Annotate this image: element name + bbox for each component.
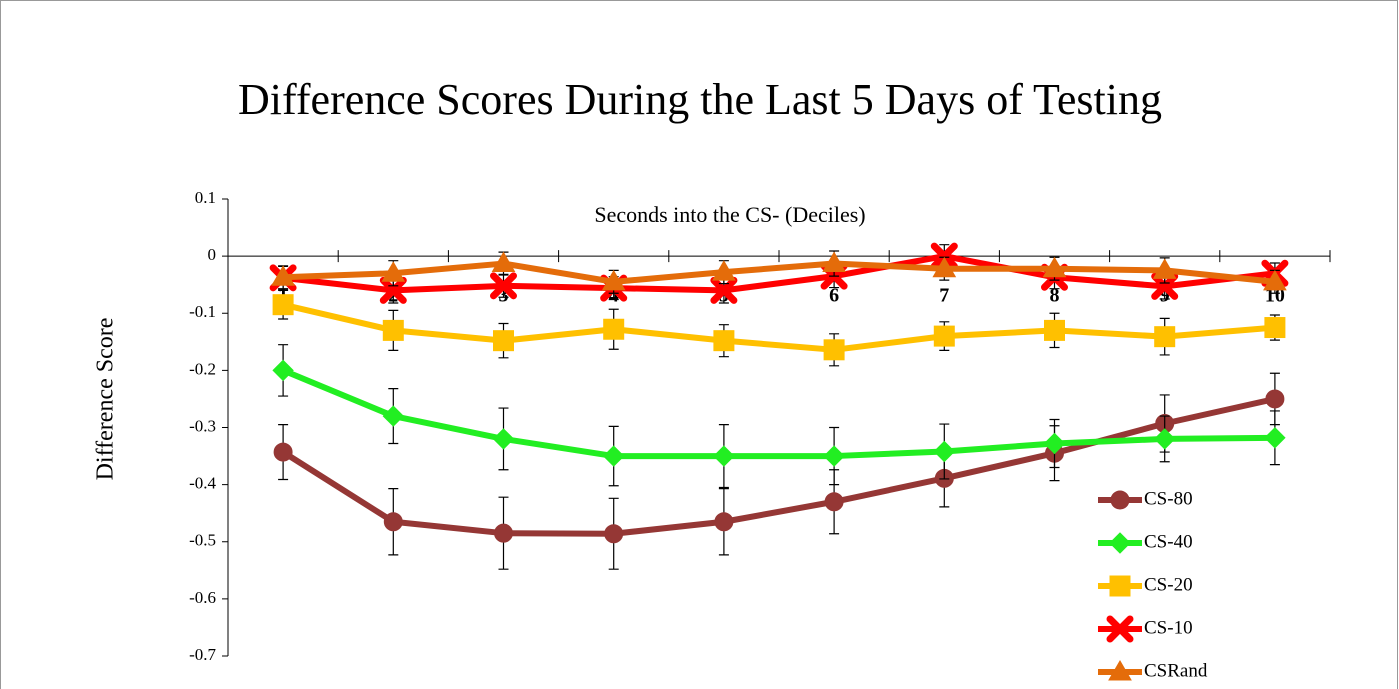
- legend-label: CS-20: [1144, 574, 1193, 595]
- point: [822, 251, 846, 273]
- x-tick-label: 8: [1050, 285, 1060, 307]
- point: [1153, 428, 1176, 450]
- y-axis-title: Difference Score: [93, 318, 119, 481]
- point: [710, 276, 738, 304]
- point: [603, 318, 625, 340]
- series-line: [282, 260, 1276, 285]
- point: [1264, 427, 1286, 449]
- x-axis-title: Seconds into the CS- (Deciles): [594, 202, 865, 227]
- point: [1042, 256, 1067, 278]
- point: [491, 251, 516, 273]
- point: [1264, 317, 1286, 339]
- point: [272, 359, 294, 382]
- point: [1043, 432, 1066, 455]
- y-tick-label: -0.1: [189, 302, 216, 321]
- point: [492, 428, 515, 450]
- chart-title: Difference Scores During the Last 5 Days…: [238, 75, 1162, 124]
- legend-marker: [1110, 490, 1130, 510]
- point: [933, 440, 956, 463]
- legend-label: CSRand: [1144, 660, 1208, 681]
- point: [712, 260, 736, 281]
- point: [824, 492, 844, 512]
- legend-label: CS-40: [1144, 531, 1193, 552]
- point: [1154, 326, 1176, 348]
- point: [1151, 272, 1179, 300]
- legend-label: CS-10: [1144, 617, 1193, 638]
- point: [714, 512, 734, 532]
- point: [271, 265, 295, 286]
- point: [932, 256, 957, 278]
- y-tick-label: 0: [208, 245, 217, 264]
- point: [602, 445, 625, 467]
- y-tick-label: -0.3: [189, 416, 216, 435]
- point: [383, 512, 403, 532]
- point: [382, 319, 404, 341]
- y-tick-label: -0.6: [189, 588, 216, 607]
- point: [823, 339, 845, 361]
- y-tick-label: -0.4: [189, 474, 216, 493]
- point: [494, 523, 513, 543]
- y-tick-label: -0.7: [189, 645, 216, 664]
- point: [493, 330, 514, 352]
- series-line: [282, 301, 1276, 353]
- legend-marker: [1106, 615, 1134, 643]
- point: [273, 442, 293, 462]
- y-tick-label: 0.1: [195, 188, 216, 207]
- series-line: [282, 253, 1276, 294]
- point: [1044, 319, 1065, 341]
- point: [713, 445, 735, 467]
- series-line: [281, 367, 1275, 460]
- x-tick-label: 6: [829, 285, 839, 307]
- point: [601, 269, 626, 291]
- legend-marker: [1109, 532, 1131, 554]
- y-tick-label: -0.2: [189, 359, 216, 378]
- y-tick-label: -0.5: [189, 531, 216, 550]
- legend-marker: [1109, 575, 1131, 597]
- point: [1265, 389, 1285, 409]
- point: [379, 276, 407, 304]
- legend-label: CS-80: [1144, 488, 1193, 509]
- legend-marker: [1108, 660, 1132, 681]
- point: [713, 330, 735, 352]
- point: [823, 445, 845, 467]
- x-tick-label: 7: [939, 285, 949, 307]
- point: [272, 294, 294, 316]
- point: [930, 242, 958, 270]
- point: [381, 261, 406, 282]
- point: [1152, 258, 1177, 279]
- point: [490, 272, 517, 300]
- point: [604, 524, 624, 544]
- point: [933, 325, 955, 347]
- point: [382, 405, 405, 427]
- point: [1263, 269, 1287, 291]
